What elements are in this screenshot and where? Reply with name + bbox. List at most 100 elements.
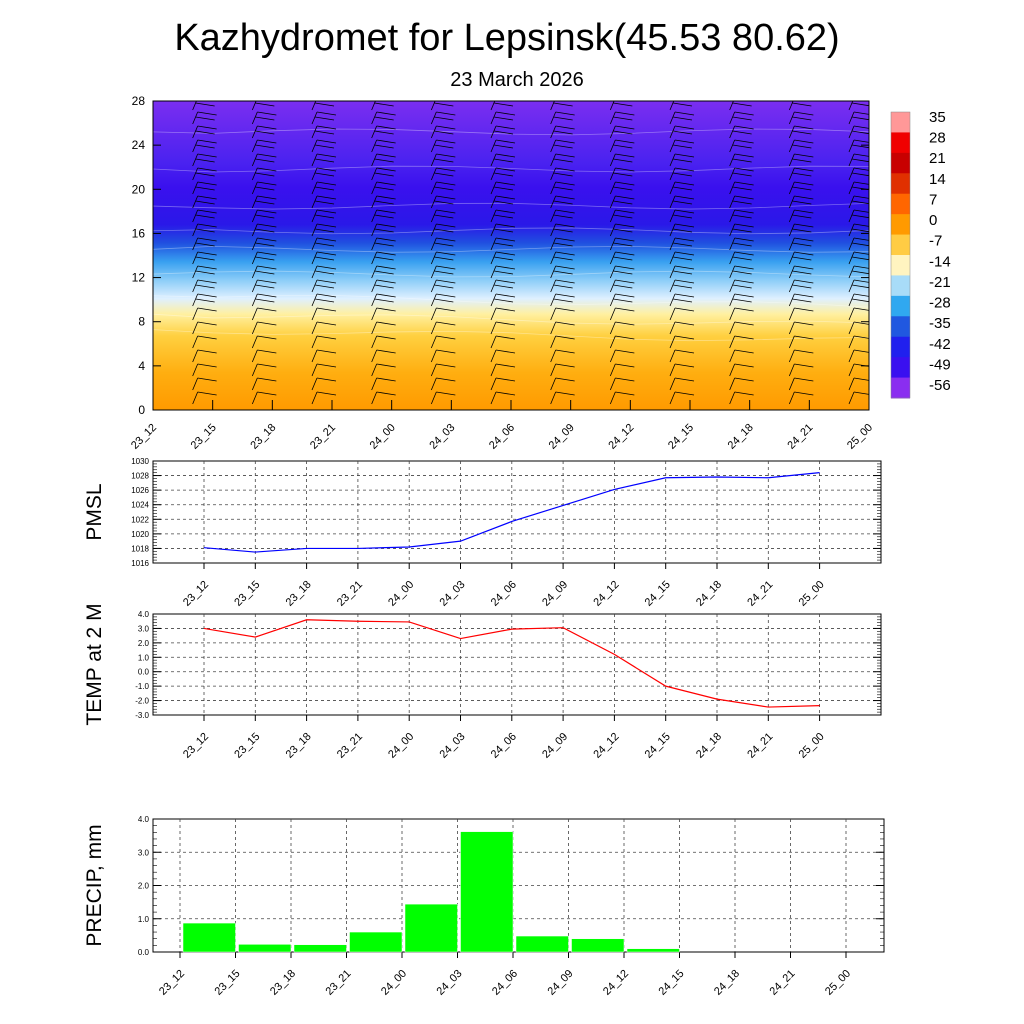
- wind-barb: [848, 377, 869, 391]
- wind-barb: [848, 335, 869, 349]
- ytick-label: 1022: [131, 515, 149, 524]
- wind-barb: [550, 195, 575, 209]
- precip-bar: [626, 948, 680, 953]
- wind-barb: [430, 391, 456, 405]
- wind-barb-staff: [669, 125, 676, 139]
- wind-barb: [609, 101, 635, 111]
- wind-barb-flag: [851, 158, 869, 163]
- xtick-label: 24_15: [657, 968, 687, 998]
- ytick-label: 1018: [131, 544, 149, 553]
- wind-barb: [430, 293, 456, 307]
- wind-barb-staff: [550, 111, 557, 125]
- wind-barb: [669, 125, 695, 139]
- wind-barb-staff: [311, 307, 318, 321]
- wind-barb-flag: [553, 172, 573, 177]
- wind-barb-flag: [734, 251, 754, 256]
- xtick-label: 24_12: [601, 968, 631, 998]
- wind-barb-flag: [493, 102, 514, 107]
- wind-barb-flag: [674, 349, 695, 354]
- wind-barb-staff: [490, 101, 496, 111]
- wind-barb: [550, 111, 575, 125]
- wind-barb: [609, 139, 635, 153]
- wind-barb: [430, 321, 456, 335]
- isotherm-line: [153, 270, 869, 278]
- wind-barb-flag: [376, 125, 396, 130]
- wind-barb-flag: [732, 214, 752, 219]
- ytick-label: 1030: [131, 457, 149, 466]
- wind-barb: [609, 265, 635, 279]
- wind-barb-flag: [257, 293, 277, 298]
- wind-barb-flag: [434, 242, 454, 247]
- wind-barb-staff: [848, 209, 855, 223]
- wind-barb-staff: [311, 209, 318, 223]
- wind-barb-flag: [615, 223, 635, 228]
- wind-barb: [311, 125, 337, 139]
- wind-barb-flag: [734, 335, 754, 340]
- wind-barb-flag: [316, 293, 337, 298]
- wind-barb: [788, 265, 814, 279]
- wind-barb: [490, 293, 516, 307]
- wind-barb-flag: [434, 158, 454, 163]
- wind-barb-staff: [788, 101, 794, 111]
- ytick-label: 0.0: [138, 948, 150, 957]
- wind-barb: [311, 349, 337, 363]
- xtick-label: 24_03: [438, 731, 468, 761]
- wind-barb-staff: [848, 223, 855, 237]
- wind-barb: [311, 101, 336, 111]
- wind-barb: [550, 139, 575, 153]
- wind-barb: [430, 209, 456, 223]
- wind-barb-flag: [195, 228, 215, 233]
- wind-barb-flag: [493, 144, 514, 149]
- wind-barb-staff: [192, 377, 199, 391]
- wind-barb-staff: [490, 265, 497, 279]
- wind-barb-staff: [788, 153, 795, 167]
- colorbar-label: -35: [929, 315, 951, 332]
- wind-barb-staff: [848, 251, 855, 265]
- wind-barb: [192, 181, 217, 195]
- wind-barb-flag: [374, 242, 394, 247]
- wind-barb-flag: [734, 209, 754, 214]
- wind-barb-staff: [729, 293, 736, 307]
- wind-barb-flag: [195, 144, 215, 149]
- wind-barb-staff: [371, 195, 378, 209]
- wind-barb-staff: [729, 181, 736, 195]
- wind-barb-flag: [197, 391, 217, 396]
- xtick-label: 23_18: [268, 968, 298, 998]
- wind-barb-staff: [192, 237, 199, 251]
- wind-barb-flag: [493, 242, 514, 247]
- wind-barb: [788, 181, 814, 195]
- wind-barb-flag: [734, 349, 754, 354]
- wind-barb-staff: [609, 167, 616, 181]
- wind-barb-flag: [674, 279, 695, 284]
- wind-barb-flag: [434, 214, 454, 219]
- wind-barb-staff: [788, 251, 795, 265]
- wind-barb-flag: [732, 144, 752, 149]
- wind-barb-flag: [851, 144, 869, 149]
- wind-barb-flag: [794, 153, 814, 158]
- wind-barb-staff: [371, 335, 378, 349]
- wind-barb-flag: [255, 214, 275, 219]
- heatmap-xtick-label: 24_18: [726, 422, 756, 452]
- wind-barb-staff: [729, 321, 736, 335]
- wind-barb-staff: [490, 181, 497, 195]
- wind-barb-staff: [192, 181, 199, 195]
- wind-barb: [788, 307, 814, 321]
- wind-barb-staff: [609, 153, 616, 167]
- wind-barb: [669, 237, 695, 251]
- wind-barb-flag: [257, 265, 277, 270]
- wind-barb-flag: [376, 321, 396, 326]
- wind-barb-flag: [493, 270, 514, 275]
- xtick-label: 24_15: [643, 731, 673, 761]
- ytick-label: 0.0: [138, 668, 150, 677]
- wind-barb: [550, 391, 575, 405]
- wind-barb-flag: [314, 284, 335, 289]
- wind-barb-flag: [197, 335, 217, 340]
- y-axis-title: PRECIP, mm: [83, 824, 106, 946]
- wind-barb: [788, 223, 814, 237]
- wind-barb-flag: [672, 144, 693, 149]
- wind-barb-staff: [490, 237, 497, 251]
- wind-barb-flag: [613, 256, 633, 261]
- wind-barb-staff: [729, 209, 736, 223]
- wind-barb-staff: [311, 293, 318, 307]
- wind-barb-staff: [550, 349, 557, 363]
